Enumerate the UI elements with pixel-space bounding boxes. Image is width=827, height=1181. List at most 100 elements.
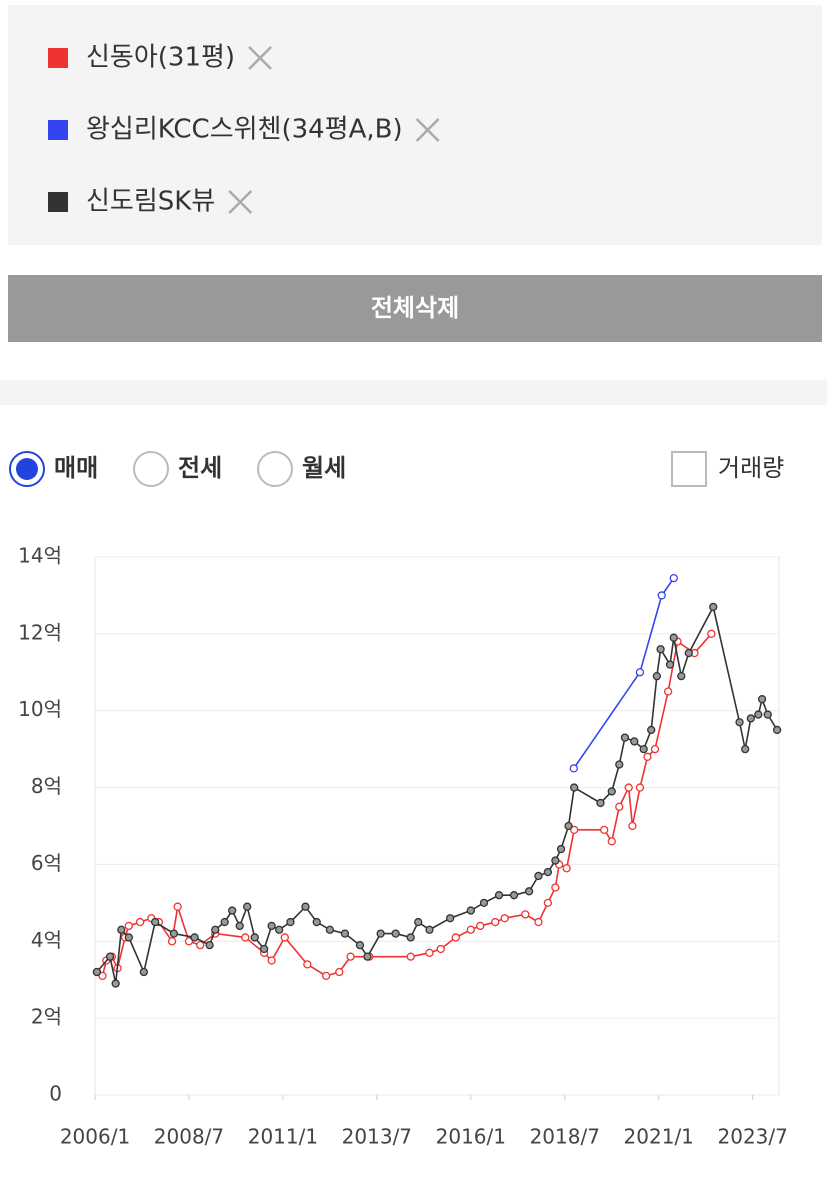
data-point — [556, 844, 566, 854]
remove-icon[interactable] — [248, 46, 272, 70]
data-point — [669, 573, 678, 583]
data-point — [652, 671, 662, 681]
y-tick-label: 10억 — [18, 697, 62, 721]
data-point — [340, 929, 350, 938]
data-point — [98, 971, 107, 981]
data-point — [363, 952, 372, 961]
data-point — [243, 902, 252, 911]
data-point — [509, 891, 519, 900]
data-point — [335, 967, 344, 977]
data-point — [346, 952, 355, 961]
data-point — [301, 902, 310, 911]
data-point — [647, 725, 656, 735]
data-point — [241, 933, 250, 942]
data-point — [205, 940, 214, 950]
x-tick-label: 2016/1 — [436, 1125, 506, 1149]
series-line — [96, 604, 778, 984]
data-point — [425, 925, 434, 934]
delete-all-label: 전체삭제 — [371, 294, 459, 322]
data-point — [657, 591, 666, 600]
data-point — [570, 825, 579, 834]
data-point — [406, 933, 415, 942]
y-tick-label: 0 — [49, 1082, 62, 1106]
y-tick-label: 4억 — [31, 928, 62, 952]
data-point — [772, 725, 782, 735]
x-tick-label: 2006/1 — [60, 1125, 130, 1149]
data-point — [684, 648, 693, 658]
remove-icon[interactable] — [415, 118, 440, 142]
selected-panel — [8, 5, 822, 245]
data-point — [321, 971, 331, 981]
radio[interactable] — [133, 451, 169, 487]
remove-icon[interactable] — [228, 190, 253, 214]
data-point — [570, 783, 579, 792]
data-point — [630, 737, 639, 746]
data-point — [169, 929, 179, 938]
data-point — [628, 821, 637, 831]
legend-label: 신동아(31평) — [86, 43, 235, 73]
data-point — [124, 933, 133, 942]
x-tick-label: 2013/7 — [342, 1125, 412, 1149]
data-point — [391, 929, 400, 938]
data-point — [325, 925, 335, 934]
data-point — [139, 967, 149, 977]
data-point — [235, 921, 244, 931]
data-point — [466, 906, 475, 915]
data-point — [551, 856, 560, 865]
y-tick-label: 12억 — [18, 620, 62, 644]
data-point — [446, 914, 455, 923]
data-point — [196, 940, 205, 950]
data-point — [639, 744, 648, 754]
x-tick-label: 2021/1 — [624, 1125, 694, 1149]
data-point — [150, 917, 160, 927]
volume-label: 거래량 — [718, 454, 784, 482]
y-tick-label: 2억 — [31, 1005, 62, 1029]
data-point — [763, 710, 772, 719]
data-point — [521, 910, 530, 919]
data-point — [635, 668, 645, 677]
data-point — [167, 937, 177, 946]
data-point — [564, 821, 573, 831]
volume-checkbox[interactable] — [671, 451, 707, 487]
data-point — [406, 952, 415, 961]
data-point — [746, 714, 755, 723]
data-point — [494, 891, 504, 900]
x-tick-label: 2011/1 — [248, 1125, 318, 1149]
radio[interactable] — [257, 451, 293, 487]
data-point — [105, 952, 115, 961]
data-point — [524, 887, 534, 896]
y-tick-label: 14억 — [18, 544, 62, 568]
data-point — [707, 629, 716, 639]
data-point — [117, 925, 126, 934]
data-point — [735, 718, 744, 727]
data-point — [500, 914, 509, 923]
data-point — [665, 660, 675, 669]
x-tick-label: 2018/7 — [530, 1125, 600, 1149]
data-point — [543, 898, 553, 908]
data-point — [355, 940, 365, 950]
legend-label: 신도림SK뷰 — [86, 187, 215, 217]
data-point — [643, 752, 652, 761]
data-point — [534, 871, 543, 881]
radio-dot — [16, 458, 38, 480]
delete-all-button[interactable] — [8, 275, 822, 342]
data-point — [600, 825, 609, 834]
data-point — [220, 917, 229, 927]
data-point — [757, 695, 767, 704]
data-point — [414, 917, 423, 927]
y-tick-label: 6억 — [31, 851, 62, 875]
data-point — [173, 902, 182, 911]
data-point — [425, 948, 434, 957]
data-point — [466, 925, 475, 934]
radio-label: 월세 — [302, 454, 346, 482]
data-point — [709, 602, 718, 612]
legend-swatch — [48, 192, 68, 212]
data-point — [211, 925, 220, 934]
data-point — [607, 837, 616, 846]
radio-label: 매매 — [54, 454, 98, 482]
data-point — [620, 733, 630, 742]
data-point — [312, 917, 321, 927]
data-point — [479, 898, 489, 908]
